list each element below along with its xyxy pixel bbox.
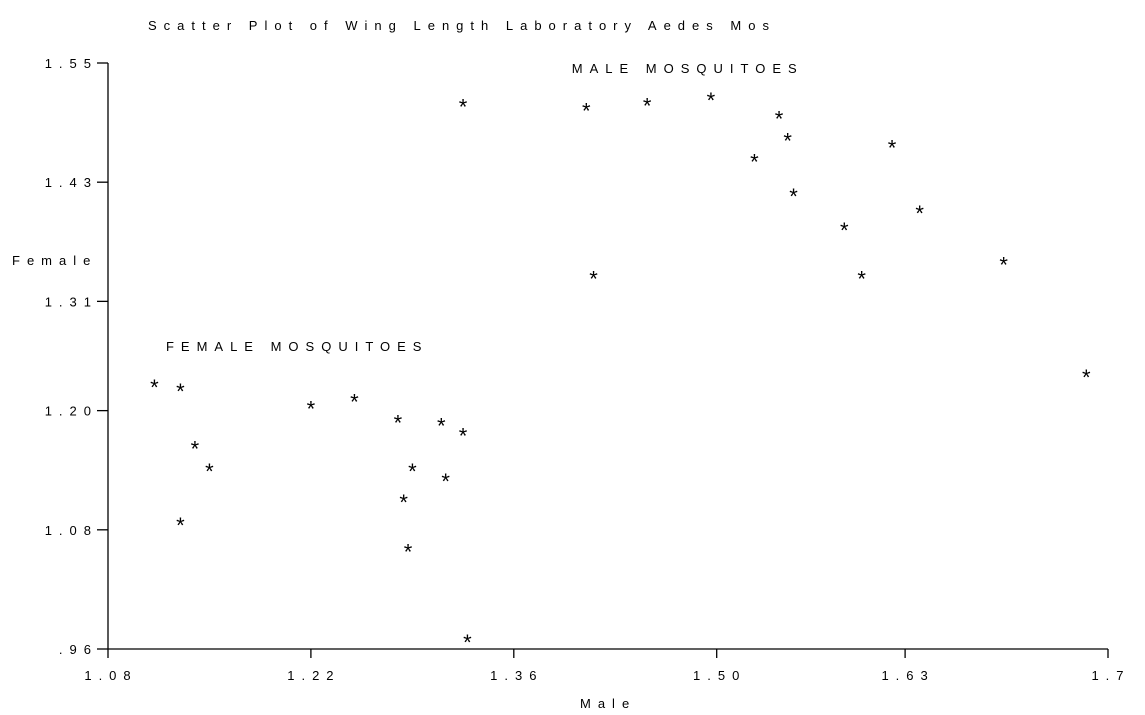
data-point: * bbox=[789, 184, 798, 209]
data-point: * bbox=[176, 379, 185, 404]
axis-ticks: .96 1.08 1.20 1.31 1.43 1.55 1.08 1.22 1.36 1.50 1… bbox=[45, 56, 1130, 683]
data-point: * bbox=[589, 267, 598, 292]
data-point: * bbox=[840, 218, 849, 243]
y-tick-label: 1.08 bbox=[45, 523, 98, 538]
data-point: * bbox=[643, 94, 652, 119]
data-point: * bbox=[915, 201, 924, 226]
data-point: * bbox=[399, 490, 408, 515]
y-tick-label: .96 bbox=[59, 642, 98, 657]
data-point: * bbox=[459, 423, 468, 448]
data-point: * bbox=[441, 469, 450, 494]
annotations: MALE MOSQUITOES FEMALE MOSQUITOES bbox=[166, 61, 804, 354]
data-point: * bbox=[999, 253, 1008, 278]
x-axis-label: Male bbox=[580, 696, 636, 711]
data-point: * bbox=[176, 513, 185, 538]
x-tick-label: 1.7 bbox=[1091, 668, 1130, 683]
x-tick-label: 1.36 bbox=[490, 668, 543, 683]
data-point: * bbox=[750, 149, 759, 174]
data-point: * bbox=[857, 267, 866, 292]
data-point: * bbox=[191, 436, 200, 461]
data-point: * bbox=[350, 390, 359, 415]
data-point: * bbox=[888, 135, 897, 160]
data-point: * bbox=[775, 107, 784, 132]
x-tick-label: 1.63 bbox=[881, 668, 934, 683]
y-tick-label: 1.20 bbox=[45, 404, 98, 419]
x-tick-label: 1.22 bbox=[287, 668, 340, 683]
y-axis-label: Female bbox=[12, 253, 97, 268]
data-point: * bbox=[408, 459, 417, 484]
data-point: * bbox=[1082, 365, 1091, 390]
data-point: * bbox=[459, 95, 468, 120]
data-point: * bbox=[707, 88, 716, 113]
data-point: * bbox=[307, 397, 316, 422]
data-point: * bbox=[150, 375, 159, 400]
x-tick-label: 1.50 bbox=[693, 668, 746, 683]
data-point: * bbox=[404, 540, 413, 565]
annotation-label: MALE MOSQUITOES bbox=[572, 61, 804, 76]
data-point: * bbox=[437, 414, 446, 439]
annotation-label: FEMALE MOSQUITOES bbox=[166, 339, 429, 354]
y-tick-label: 1.31 bbox=[45, 294, 98, 309]
data-point: * bbox=[205, 459, 214, 484]
data-point: * bbox=[463, 630, 472, 655]
data-point: * bbox=[783, 128, 792, 153]
data-point: * bbox=[582, 99, 591, 124]
x-tick-label: 1.08 bbox=[84, 668, 137, 683]
y-tick-label: 1.55 bbox=[45, 56, 98, 71]
y-tick-label: 1.43 bbox=[45, 175, 98, 190]
data-point: * bbox=[394, 411, 403, 436]
chart-title: Scatter Plot of Wing Length Laboratory A… bbox=[148, 18, 776, 33]
data-points: * ***** ** * ** ***** * * ************ bbox=[150, 88, 1091, 655]
